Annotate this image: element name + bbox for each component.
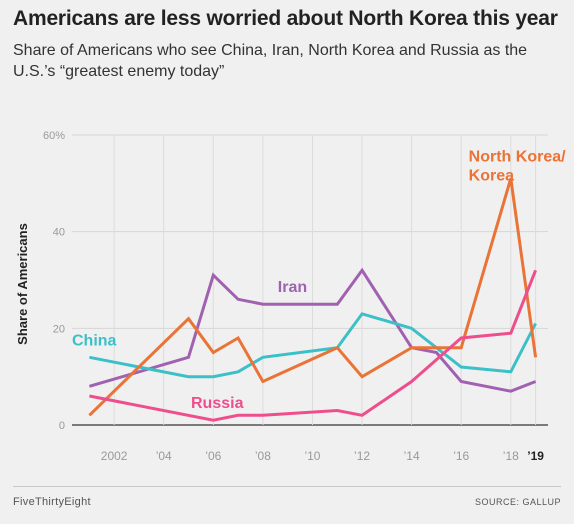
footer-brand: FiveThirtyEight [13,496,91,508]
footer-source: SOURCE: GALLUP [474,497,561,507]
x-tick-label: ’16 [453,449,469,463]
series-line-russia [89,269,537,422]
x-tick-label: ’06 [205,449,221,463]
y-tick-label: 40 [53,227,65,239]
series-label-iran: Iran [278,279,307,296]
x-tick-label: ’18 [503,449,519,463]
y-tick-label: 0 [59,420,65,432]
series-line-iran [88,267,537,393]
x-tick-label: 2002 [101,449,128,463]
footer-divider [13,486,561,487]
y-axis-label: Share of Americans [15,223,30,345]
series-line-north-korea [88,178,538,417]
y-tick-label: 60% [43,130,65,142]
x-tick-label: ’12 [354,449,370,463]
series-label-north-korea: North Korea/Korea [469,149,566,185]
x-tick-label: ’14 [404,449,420,463]
x-tick-label: ’08 [255,449,271,463]
series-label-russia: Russia [191,395,244,412]
x-tick-label: ’19 [527,449,544,463]
chart-title: Americans are less worried about North K… [13,7,558,30]
y-tick-label: 20 [53,323,65,335]
x-tick-label: ’10 [304,449,320,463]
x-tick-label: ’04 [156,449,172,463]
series-label-china: China [72,332,117,349]
chart-subtitle: Share of Americans who see China, Iran, … [13,42,528,80]
series-line-china [89,312,537,379]
line-chart: 0 20 40 60% 2002 ’04 ’06 ’08 ’10 ’12 ’14 ’16 ’18 ’19 S… [15,130,566,463]
